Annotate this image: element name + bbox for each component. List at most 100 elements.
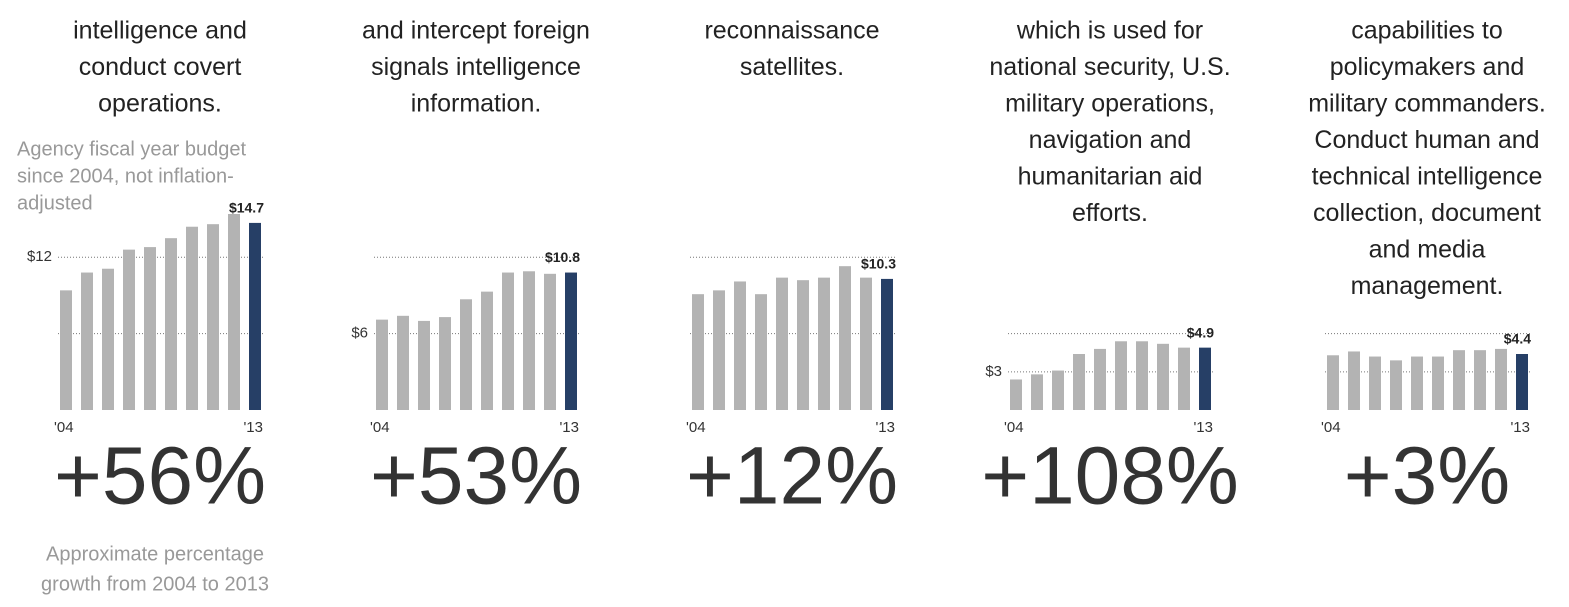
- bar: [1348, 351, 1360, 410]
- bar: [376, 319, 388, 410]
- x-tick-label: '13: [1193, 419, 1213, 436]
- value-label: $10.3: [861, 256, 896, 272]
- value-label: $14.7: [229, 200, 264, 216]
- x-tick-label: '13: [875, 419, 895, 436]
- description: military commanders.: [1308, 90, 1546, 118]
- description: navigation and: [1029, 126, 1192, 154]
- bar: [502, 272, 514, 410]
- y-tick-label: $12: [27, 248, 52, 265]
- bar: [1390, 360, 1402, 410]
- description: collection, document: [1313, 199, 1541, 227]
- note: since 2004, not inflation-: [17, 165, 234, 187]
- description: information.: [411, 90, 542, 118]
- bar: [397, 315, 409, 410]
- x-tick-label: '04: [1321, 419, 1341, 436]
- bar: [1453, 350, 1465, 410]
- bar: [102, 268, 114, 410]
- growth: +53%: [370, 431, 582, 522]
- bar: [1010, 379, 1022, 410]
- bar: [1052, 370, 1064, 410]
- bar: [249, 222, 261, 410]
- description: humanitarian aid: [1018, 163, 1203, 191]
- description: conduct covert: [79, 53, 242, 81]
- bar: [1115, 341, 1127, 410]
- footnote: growth from 2004 to 2013: [41, 573, 269, 595]
- note: Agency fiscal year budget: [17, 138, 246, 160]
- bar: [207, 224, 219, 410]
- description: management.: [1351, 272, 1504, 300]
- y-tick-label: $3: [985, 363, 1002, 380]
- x-tick-label: '13: [1510, 419, 1530, 436]
- x-tick-label: '04: [54, 419, 74, 436]
- growth: +108%: [981, 431, 1239, 522]
- bar: [481, 291, 493, 410]
- bar: [1178, 347, 1190, 410]
- description: signals intelligence: [371, 53, 581, 81]
- bar: [544, 273, 556, 410]
- description: reconnaissance: [704, 17, 879, 45]
- description: and intercept foreign: [362, 17, 590, 45]
- y-tick-label: $6: [351, 325, 368, 342]
- bar: [734, 281, 746, 410]
- bar: [144, 247, 156, 410]
- description: policymakers and: [1330, 53, 1525, 81]
- bar: [755, 294, 767, 410]
- bar: [1495, 348, 1507, 410]
- x-tick-label: '04: [686, 419, 706, 436]
- bar: [60, 290, 72, 410]
- bar: [1199, 347, 1211, 410]
- bar: [1369, 356, 1381, 410]
- bar: [565, 272, 577, 410]
- description: military operations,: [1005, 90, 1215, 118]
- value-label: $10.8: [545, 249, 580, 265]
- description: efforts.: [1072, 199, 1148, 227]
- bar: [1474, 350, 1486, 410]
- bar: [1136, 341, 1148, 410]
- growth: +56%: [54, 431, 266, 522]
- bar: [839, 266, 851, 410]
- bar: [81, 272, 93, 410]
- bar: [186, 226, 198, 410]
- note: adjusted: [17, 192, 93, 214]
- x-tick-label: '13: [243, 419, 263, 436]
- description: capabilities to: [1351, 17, 1502, 45]
- bar: [1094, 348, 1106, 410]
- bar: [1073, 354, 1085, 410]
- description: Conduct human and: [1314, 126, 1539, 154]
- bar: [460, 299, 472, 410]
- footnote: Approximate percentage: [46, 543, 264, 565]
- bar: [1327, 355, 1339, 410]
- x-tick-label: '04: [1004, 419, 1024, 436]
- bar: [1031, 374, 1043, 410]
- bar: [713, 290, 725, 410]
- bar: [418, 320, 430, 410]
- description: operations.: [98, 90, 222, 118]
- description: national security, U.S.: [989, 53, 1230, 81]
- bar: [860, 277, 872, 410]
- bar: [797, 280, 809, 410]
- bar: [1516, 354, 1528, 410]
- x-tick-label: '04: [370, 419, 390, 436]
- description: which is used for: [1016, 17, 1203, 45]
- value-label: $4.9: [1187, 324, 1214, 340]
- bar: [776, 277, 788, 410]
- description: and media: [1369, 236, 1486, 264]
- bar: [818, 277, 830, 410]
- bar: [1157, 343, 1169, 410]
- bar: [123, 249, 135, 410]
- bar: [1411, 356, 1423, 410]
- bar: [165, 238, 177, 410]
- bar: [523, 271, 535, 410]
- bar: [881, 278, 893, 410]
- growth: +3%: [1344, 431, 1510, 522]
- description: technical intelligence: [1312, 163, 1543, 191]
- bar: [439, 317, 451, 410]
- description: satellites.: [740, 53, 844, 81]
- value-label: $4.4: [1504, 331, 1531, 347]
- growth: +12%: [686, 431, 898, 522]
- bar: [1432, 356, 1444, 410]
- description: intelligence and: [73, 17, 247, 45]
- bar: [228, 214, 240, 410]
- bar: [692, 294, 704, 410]
